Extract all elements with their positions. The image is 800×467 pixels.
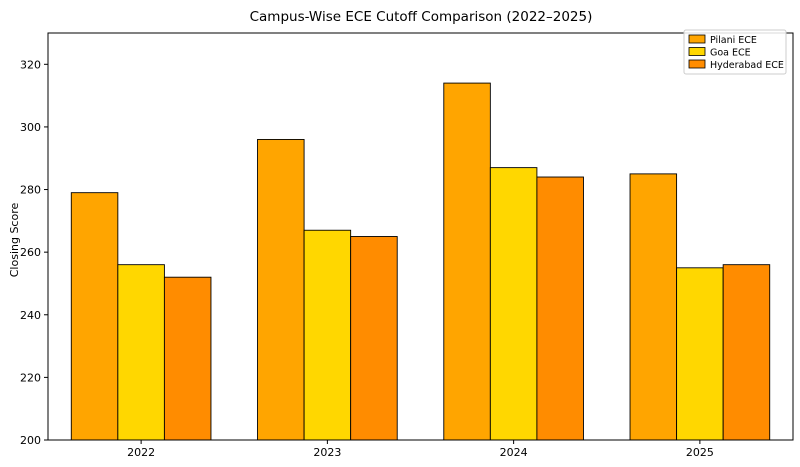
x-tick-label: 2022 [127, 446, 155, 459]
legend-swatch-hyderabad-ece [688, 59, 706, 69]
bar-pilani-ece-2025 [629, 173, 678, 441]
bar-goa-ece-2022 [117, 264, 165, 441]
bar-goa-ece-2023 [303, 229, 352, 441]
bar-goa-ece-2024 [489, 167, 538, 441]
legend-label-goa-ece: Goa ECE [710, 48, 751, 59]
y-tick-label: 320 [20, 58, 41, 71]
bar-pilani-ece-2023 [257, 138, 305, 441]
bar-hyderabad-ece-2024 [536, 176, 584, 441]
bar-pilani-ece-2022 [70, 192, 119, 441]
bar-pilani-ece-2024 [443, 82, 491, 441]
bar-hyderabad-ece-2023 [350, 236, 398, 441]
y-tick-label: 220 [20, 371, 41, 384]
legend-box [683, 29, 787, 75]
y-tick-label: 300 [20, 121, 41, 134]
legend-swatch-goa-ece [688, 47, 706, 56]
legend-label-hyderabad-ece: Hyderabad ECE [710, 60, 784, 71]
plot-frame [47, 32, 794, 441]
axes-group: 200 220 240 260 280 300 320 2022 2023 2024 2025 [20, 32, 794, 459]
chart-title: Campus-Wise ECE Cutoff Comparison (2022–… [250, 9, 593, 25]
legend-label-pilani-ece: Pilani ECE [710, 35, 757, 46]
y-axis-label: Closing Score [8, 203, 21, 278]
y-tick-label: 280 [20, 184, 41, 197]
y-tick-label: 260 [20, 246, 41, 259]
bar-goa-ece-2025 [676, 267, 724, 441]
bar-hyderabad-ece-2025 [722, 264, 771, 441]
y-tick-label: 240 [20, 309, 41, 322]
bar-hyderabad-ece-2022 [163, 276, 212, 441]
x-tick-label: 2024 [500, 446, 528, 459]
x-tick-label: 2025 [686, 446, 714, 459]
y-tick-label: 200 [20, 434, 41, 447]
bars-group [70, 82, 771, 441]
x-tick-label: 2023 [313, 446, 341, 459]
legend-swatch-pilani-ece [688, 34, 706, 44]
